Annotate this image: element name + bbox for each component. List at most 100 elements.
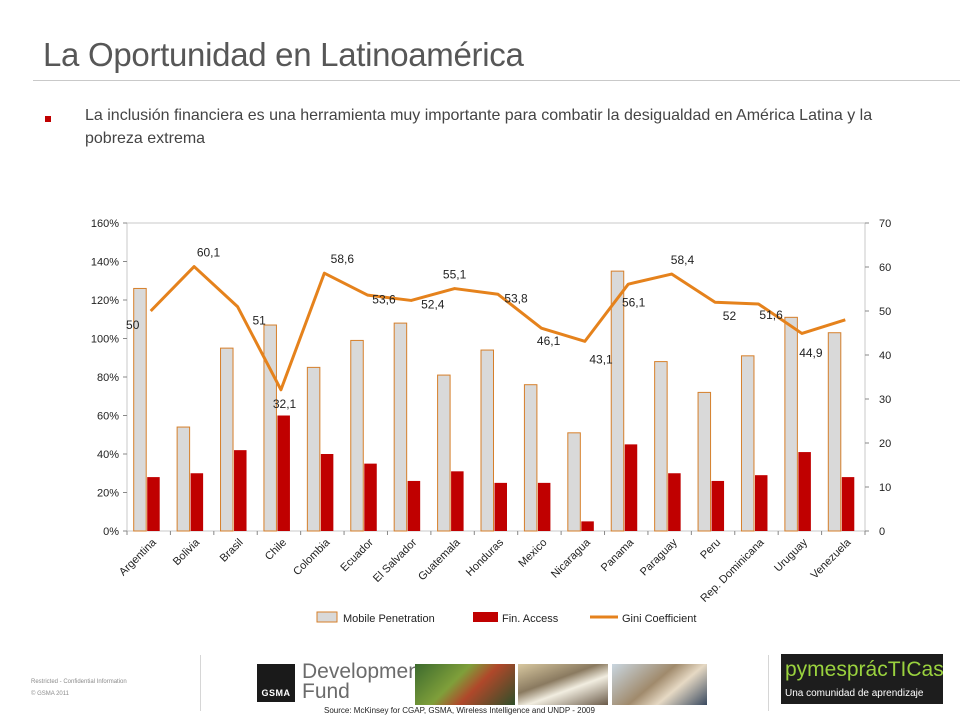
gini-data-label: 53,8 — [504, 291, 528, 305]
bar-mobile-penetration — [306, 366, 321, 532]
gini-data-label: 58,6 — [331, 252, 355, 266]
left-axis-tick-label: 20% — [97, 488, 119, 500]
bar-mobile-penetration — [176, 426, 191, 532]
right-axis-tick-label: 30 — [879, 394, 891, 406]
bar-mobile-penetration — [654, 361, 668, 532]
left-axis-tick-label: 60% — [97, 411, 119, 423]
bullet-text: La inclusión financiera es una herramien… — [85, 107, 873, 147]
right-axis-tick-label: 50 — [879, 306, 891, 318]
bar-mobile-penetration — [740, 355, 755, 532]
legend-swatch-mobile-penetration — [316, 611, 338, 623]
pymes-title: pymesprácTICas — [785, 658, 944, 681]
bar-fin-access — [320, 454, 334, 531]
bar-mobile-penetration — [784, 316, 798, 532]
x-axis-category-label: El Salvador — [371, 536, 419, 584]
bar-fin-access — [537, 482, 551, 531]
right-axis-tick-label: 70 — [879, 218, 891, 230]
x-axis-category-label: Guatemala — [416, 536, 463, 583]
right-axis-tick-label: 20 — [879, 438, 891, 450]
bar-fin-access — [190, 473, 204, 531]
right-axis-tick-label: 10 — [879, 482, 891, 494]
footer-copyright: © GSMA 2011 — [31, 691, 69, 697]
footer-legal: Restricted - Confidential Information © … — [31, 676, 127, 700]
x-axis-category-label: Chile — [263, 537, 289, 563]
bar-mobile-penetration — [393, 322, 408, 532]
bar-fin-access — [451, 471, 464, 531]
left-axis-tick-label: 80% — [97, 372, 119, 384]
gini-data-label: 53,6 — [372, 292, 396, 306]
bar-fin-access — [364, 463, 377, 531]
legend-swatch-fin-access — [473, 612, 498, 622]
bar-mobile-penetration — [697, 391, 712, 532]
footer-divider-right — [768, 655, 769, 711]
footer-photo-farmers — [415, 664, 515, 705]
gini-data-label: 56,1 — [622, 295, 646, 309]
gini-data-label: 55,1 — [443, 268, 467, 282]
footer-divider — [200, 655, 201, 711]
legend-label-gini-coefficient: Gini Coefficient — [622, 613, 696, 625]
bar-mobile-penetration — [480, 349, 494, 532]
legend-label-mobile-penetration: Mobile Penetration — [343, 613, 435, 625]
bar-mobile-penetration — [567, 432, 581, 532]
gini-data-label: 51,6 — [759, 308, 783, 322]
x-axis-category-label: Honduras — [464, 536, 507, 579]
x-axis-category-label: Argentina — [117, 536, 159, 578]
development-fund-logo: Development Fund — [302, 660, 426, 703]
gini-data-label: 60,1 — [197, 246, 221, 260]
gini-data-label: 43,1 — [589, 353, 613, 367]
gsma-logo-text: GSMA — [261, 688, 291, 698]
bar-fin-access — [277, 415, 290, 531]
right-axis-tick-label: 40 — [879, 350, 891, 362]
x-axis-category-label: Brasil — [218, 537, 246, 565]
legend-label-fin-access: Fin. Access — [502, 613, 559, 625]
source-note: Source: McKinsey for CGAP, GSMA, Wireles… — [324, 706, 595, 715]
footer-photo-family — [612, 664, 707, 705]
gsma-logo: GSMA — [257, 664, 295, 702]
x-axis-category-label: Colombia — [291, 536, 333, 578]
bar-fin-access — [841, 477, 855, 531]
pymespracticas-logo: pymesprácTICas Una comunidad de aprendiz… — [781, 654, 944, 704]
x-axis-category-label: Venezuela — [809, 536, 854, 581]
left-axis-tick-label: 40% — [97, 449, 119, 461]
bar-mobile-penetration — [350, 339, 364, 532]
left-axis-tick-label: 100% — [91, 334, 119, 346]
bar-fin-access — [147, 477, 160, 531]
left-axis-tick-label: 140% — [91, 257, 119, 269]
left-axis-tick-label: 0% — [103, 526, 119, 538]
dev-fund-line1: Development — [302, 660, 426, 683]
bar-mobile-penetration — [610, 270, 625, 532]
bar-mobile-penetration — [523, 384, 538, 532]
pymes-subtitle: Una comunidad de aprendizaje — [785, 688, 924, 699]
right-axis-tick-label: 60 — [879, 262, 891, 274]
x-axis-category-label: Ecuador — [338, 536, 376, 574]
bar-fin-access — [494, 482, 507, 531]
title-divider — [33, 80, 960, 81]
bar-fin-access — [407, 480, 421, 531]
gini-data-label: 50 — [126, 318, 140, 332]
x-axis-category-label: Paraguay — [638, 536, 680, 578]
right-axis-tick-label: 0 — [879, 526, 885, 538]
x-axis-category-label: Panama — [599, 536, 637, 574]
footer-restricted: Restricted - Confidential Information — [31, 679, 127, 685]
bar-fin-access — [581, 521, 594, 531]
bar-mobile-penetration — [220, 347, 234, 532]
gini-data-label: 52 — [723, 309, 737, 323]
x-axis-category-label: Nicaragua — [549, 536, 594, 581]
gini-data-label: 58,4 — [671, 253, 695, 267]
gini-data-label: 46,1 — [537, 334, 561, 348]
bar-mobile-penetration — [263, 324, 277, 532]
footer-photo-shop — [518, 664, 608, 705]
bar-mobile-penetration — [437, 374, 451, 532]
x-axis-category-label: Uruguay — [772, 536, 810, 574]
x-axis-category-label: Peru — [698, 537, 723, 562]
slide-title: La Oportunidad en Latinoamérica — [43, 36, 524, 73]
gini-data-label: 52,4 — [421, 298, 445, 312]
dev-fund-line2: Fund — [302, 680, 350, 703]
x-axis-category-label: Mexico — [516, 537, 549, 570]
bar-mobile-penetration — [827, 332, 842, 532]
bullet-marker — [45, 116, 51, 122]
left-axis-tick-label: 160% — [91, 218, 119, 230]
bar-fin-access — [711, 480, 725, 531]
bar-fin-access — [624, 444, 638, 531]
combo-chart: 0% 20% 40% 60% 80% 100% 120% 140% 160% 0 10 20 30 40 5… — [91, 218, 891, 625]
